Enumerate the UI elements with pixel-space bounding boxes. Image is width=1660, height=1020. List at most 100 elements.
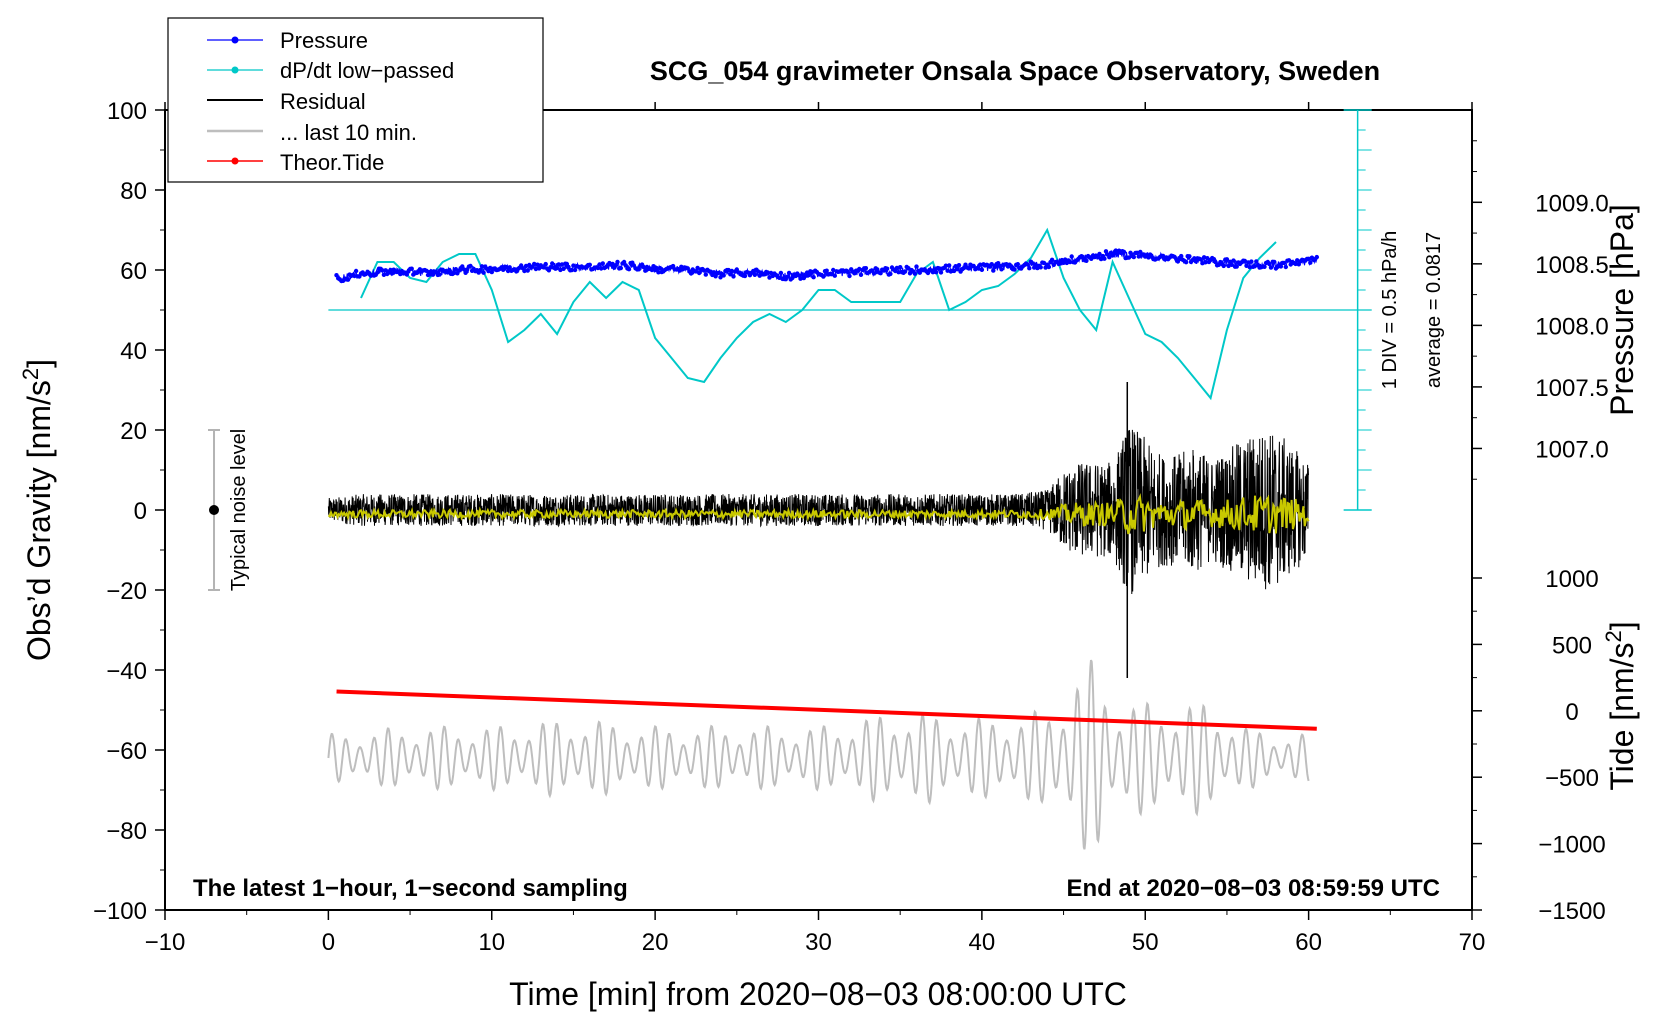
- pressure-point: [1281, 260, 1287, 266]
- pressure-point: [1103, 249, 1109, 254]
- x-tick-label: 0: [322, 929, 335, 956]
- pressure-point: [389, 271, 395, 276]
- legend: Pressure dP/dt low−passed Residual ... l…: [167, 17, 544, 183]
- pressure-point: [641, 264, 646, 270]
- pressure-point: [1041, 260, 1047, 266]
- tide-tick-label: 1000: [1545, 566, 1598, 593]
- pressure-markers: [334, 248, 1320, 284]
- pressure-point: [554, 265, 560, 271]
- pressure-point: [507, 265, 512, 270]
- pressure-point: [806, 272, 811, 278]
- pressure-point: [824, 268, 829, 273]
- tide-tick-label: 0: [1565, 699, 1578, 726]
- pressure-tick-label: 1009.0: [1535, 190, 1608, 217]
- pressure-point: [871, 271, 877, 276]
- pressure-point: [353, 268, 359, 274]
- pressure-point: [610, 261, 615, 267]
- pressure-point: [1046, 264, 1052, 270]
- x-tick-label: 40: [969, 929, 996, 956]
- pressure-point: [688, 271, 694, 276]
- pressure-point: [933, 270, 939, 275]
- legend-tide-marker: [231, 157, 239, 165]
- x-tick-label: 10: [478, 929, 505, 956]
- pressure-point: [999, 267, 1004, 272]
- pressure-point: [380, 268, 385, 273]
- pressure-point: [1025, 262, 1030, 267]
- pressure-point: [721, 273, 726, 278]
- pressure-point: [1102, 256, 1107, 261]
- pressure-point: [1095, 255, 1101, 260]
- pressure-point: [914, 264, 919, 269]
- pressure-point: [657, 266, 663, 271]
- x-tick-label: 50: [1132, 929, 1159, 956]
- pressure-point: [1012, 267, 1017, 272]
- legend-residual-label: Residual: [280, 89, 366, 114]
- pressure-point: [1242, 258, 1248, 264]
- pressure-point: [716, 270, 721, 275]
- pressure-point: [847, 273, 852, 279]
- pressure-point: [803, 273, 808, 279]
- pressure-point: [1038, 265, 1043, 270]
- pressure-point: [468, 263, 473, 269]
- pressure-point: [718, 275, 723, 280]
- pressure-point: [636, 267, 641, 272]
- pressure-point: [1187, 254, 1192, 259]
- y-tick-label: 40: [120, 338, 147, 365]
- pressure-point: [1283, 264, 1289, 270]
- pressure-point: [1278, 264, 1284, 269]
- legend-tide-label: Theor.Tide: [280, 150, 384, 175]
- pressure-point: [863, 266, 869, 271]
- pressure-point: [796, 273, 802, 278]
- pressure-point: [1015, 262, 1020, 267]
- pressure-point: [1205, 256, 1210, 261]
- pressure-point: [543, 261, 548, 267]
- y-tick-label: −80: [106, 818, 147, 845]
- pressure-point: [481, 270, 486, 275]
- pressure-point: [561, 266, 566, 271]
- y-tick-label: 0: [134, 498, 147, 525]
- pressure-point: [525, 268, 530, 273]
- pressure-point: [857, 266, 862, 272]
- pressure-point: [961, 265, 967, 271]
- pressure-point: [811, 275, 816, 280]
- y-tick-label: 80: [120, 178, 147, 205]
- pressure-point: [912, 271, 918, 276]
- pressure-point: [1097, 251, 1102, 257]
- pressure-point: [1229, 262, 1235, 267]
- pressure-point: [1198, 257, 1204, 262]
- pressure-point: [884, 266, 890, 271]
- pressure-point: [1089, 256, 1094, 261]
- footer-left: The latest 1−hour, 1−second sampling: [193, 875, 628, 902]
- pressure-point: [938, 270, 944, 275]
- pressure-point: [832, 273, 837, 278]
- residual-smoothed-line: [327, 492, 1310, 535]
- legend-last10-label: ... last 10 min.: [280, 120, 417, 145]
- pressure-tick-label: 1008.5: [1535, 252, 1608, 279]
- pressure-tick-label: 1007.5: [1535, 375, 1608, 402]
- x-tick-label: 70: [1459, 929, 1486, 956]
- x-tick-label: 20: [642, 929, 669, 956]
- pressure-point: [701, 268, 707, 273]
- pressure-point: [976, 266, 981, 271]
- pressure-point: [1063, 257, 1068, 262]
- pressure-point: [626, 267, 632, 272]
- pressure-point: [951, 268, 957, 274]
- legend-pressure-marker: [231, 36, 239, 44]
- pressure-point: [504, 264, 509, 270]
- pressure-point: [798, 276, 803, 281]
- pressure-point: [452, 270, 457, 276]
- pressure-point: [621, 259, 627, 265]
- tide-series-line: [336, 689, 1317, 731]
- pressure-point: [979, 267, 985, 272]
- pressure-point: [1267, 261, 1272, 267]
- residual-series-line: [327, 429, 1309, 595]
- y-tick-label: 60: [120, 258, 147, 285]
- tide-axis-title-sup: 2: [1601, 630, 1626, 642]
- pressure-point: [447, 267, 452, 273]
- legend-dpdt-label: dP/dt low−passed: [280, 58, 454, 83]
- pressure-point: [463, 270, 468, 275]
- chart-title: SCG_054 gravimeter Onsala Space Observat…: [650, 56, 1380, 86]
- pressure-tick-label: 1007.0: [1535, 436, 1608, 463]
- x-tick-label: −10: [145, 929, 186, 956]
- pressure-point: [1121, 249, 1127, 255]
